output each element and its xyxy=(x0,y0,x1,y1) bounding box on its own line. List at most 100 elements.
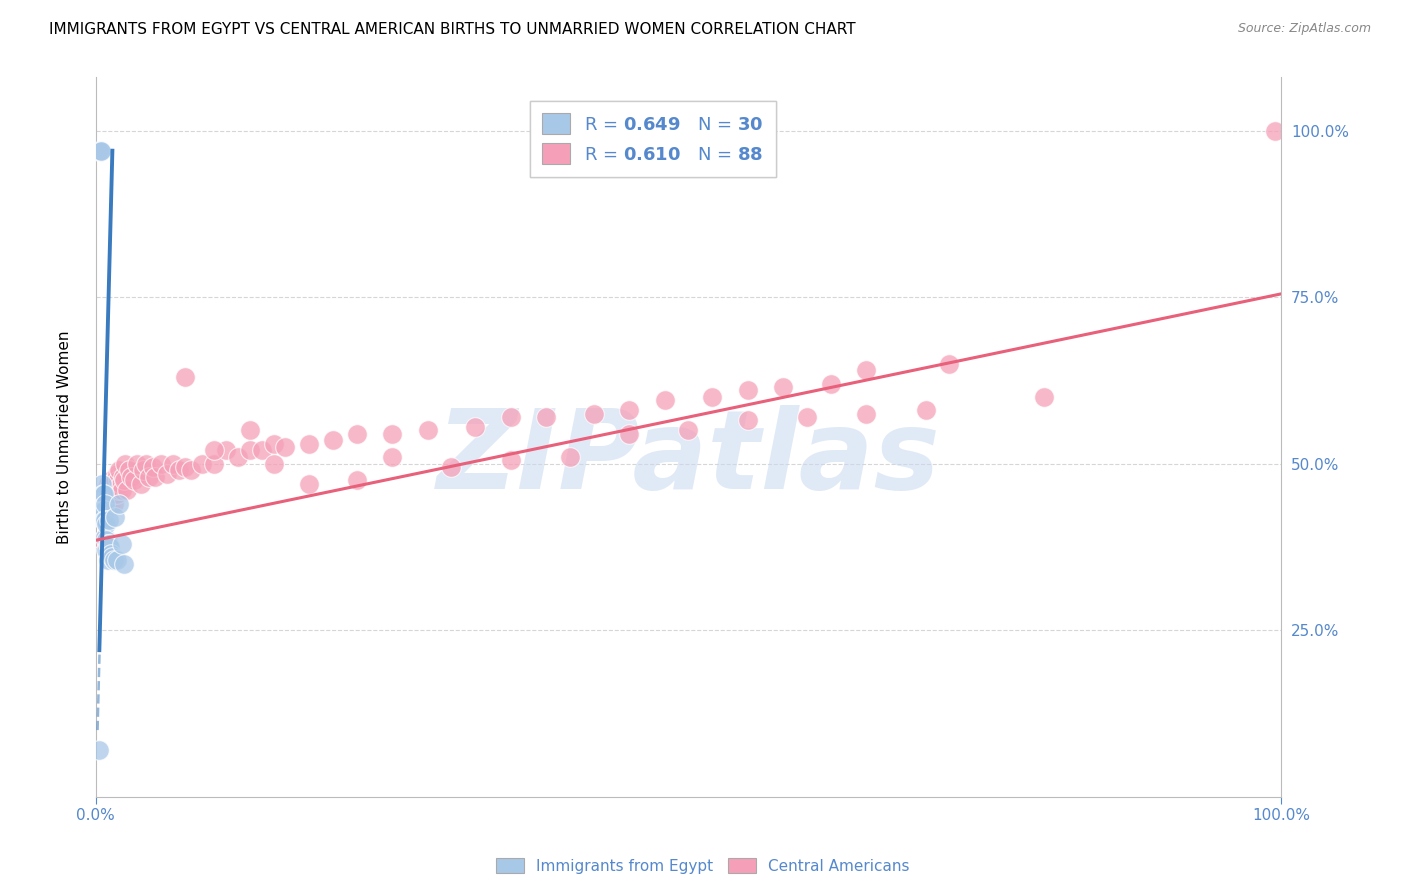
Point xyxy=(97,536,120,550)
Point xyxy=(499,410,522,425)
Point xyxy=(558,450,581,464)
Point xyxy=(96,533,118,548)
Point xyxy=(582,407,605,421)
Point xyxy=(167,463,190,477)
Point xyxy=(298,476,321,491)
Point xyxy=(499,453,522,467)
Point xyxy=(464,420,486,434)
Point xyxy=(90,144,112,158)
Point xyxy=(98,483,121,498)
Point xyxy=(104,474,127,488)
Point xyxy=(104,486,127,500)
Text: Source: ZipAtlas.com: Source: ZipAtlas.com xyxy=(1237,22,1371,36)
Point xyxy=(180,463,202,477)
Point xyxy=(191,457,214,471)
Point xyxy=(90,144,112,158)
Point xyxy=(103,476,125,491)
Point xyxy=(91,486,114,500)
Point xyxy=(120,470,142,484)
Point xyxy=(534,410,557,425)
Point xyxy=(820,376,842,391)
Point xyxy=(98,540,121,554)
Y-axis label: Births to Unmarried Women: Births to Unmarried Women xyxy=(58,330,72,544)
Point xyxy=(416,424,439,438)
Point xyxy=(104,510,127,524)
Point xyxy=(298,436,321,450)
Point xyxy=(129,476,152,491)
Point xyxy=(322,434,344,448)
Point xyxy=(142,460,165,475)
Point xyxy=(122,474,145,488)
Point xyxy=(250,443,273,458)
Point xyxy=(796,410,818,425)
Point xyxy=(135,457,157,471)
Point xyxy=(202,443,225,458)
Point xyxy=(132,463,155,477)
Point xyxy=(97,480,120,494)
Point xyxy=(143,470,166,484)
Point xyxy=(440,460,463,475)
Point xyxy=(110,476,132,491)
Point xyxy=(108,497,131,511)
Point xyxy=(678,424,700,438)
Point xyxy=(107,474,129,488)
Point xyxy=(100,474,122,488)
Point xyxy=(101,486,124,500)
Point xyxy=(105,467,128,481)
Point xyxy=(239,424,262,438)
Point xyxy=(93,513,115,527)
Point xyxy=(346,426,368,441)
Point xyxy=(91,510,114,524)
Point xyxy=(263,436,285,450)
Point xyxy=(103,553,125,567)
Point xyxy=(156,467,179,481)
Text: ZIPatlas: ZIPatlas xyxy=(437,405,941,512)
Point xyxy=(93,510,115,524)
Point xyxy=(162,457,184,471)
Point xyxy=(914,403,936,417)
Point xyxy=(112,470,135,484)
Point xyxy=(93,503,115,517)
Point xyxy=(97,500,120,514)
Point xyxy=(93,486,115,500)
Point xyxy=(96,543,118,558)
Legend: Immigrants from Egypt, Central Americans: Immigrants from Egypt, Central Americans xyxy=(491,852,915,880)
Point xyxy=(381,450,404,464)
Point xyxy=(938,357,960,371)
Point xyxy=(108,463,131,477)
Point xyxy=(97,536,120,550)
Point xyxy=(173,370,195,384)
Point xyxy=(617,426,640,441)
Point xyxy=(94,513,117,527)
Point xyxy=(101,549,124,564)
Point xyxy=(202,457,225,471)
Point xyxy=(105,553,128,567)
Point xyxy=(855,407,877,421)
Point xyxy=(149,457,172,471)
Point xyxy=(90,476,112,491)
Point xyxy=(239,443,262,458)
Point xyxy=(115,483,138,498)
Point xyxy=(654,393,676,408)
Point xyxy=(112,557,135,571)
Point xyxy=(226,450,249,464)
Point xyxy=(105,486,128,500)
Point xyxy=(111,483,134,498)
Point xyxy=(263,457,285,471)
Point xyxy=(772,380,794,394)
Point xyxy=(97,553,120,567)
Point xyxy=(100,547,122,561)
Point xyxy=(103,497,125,511)
Point xyxy=(737,384,759,398)
Point xyxy=(94,483,117,498)
Point xyxy=(274,440,297,454)
Point xyxy=(114,457,136,471)
Point xyxy=(702,390,724,404)
Point xyxy=(1264,124,1286,138)
Point xyxy=(94,530,117,544)
Point xyxy=(89,743,111,757)
Text: IMMIGRANTS FROM EGYPT VS CENTRAL AMERICAN BIRTHS TO UNMARRIED WOMEN CORRELATION : IMMIGRANTS FROM EGYPT VS CENTRAL AMERICA… xyxy=(49,22,856,37)
Point xyxy=(96,516,118,531)
Point xyxy=(100,497,122,511)
Point xyxy=(97,476,120,491)
